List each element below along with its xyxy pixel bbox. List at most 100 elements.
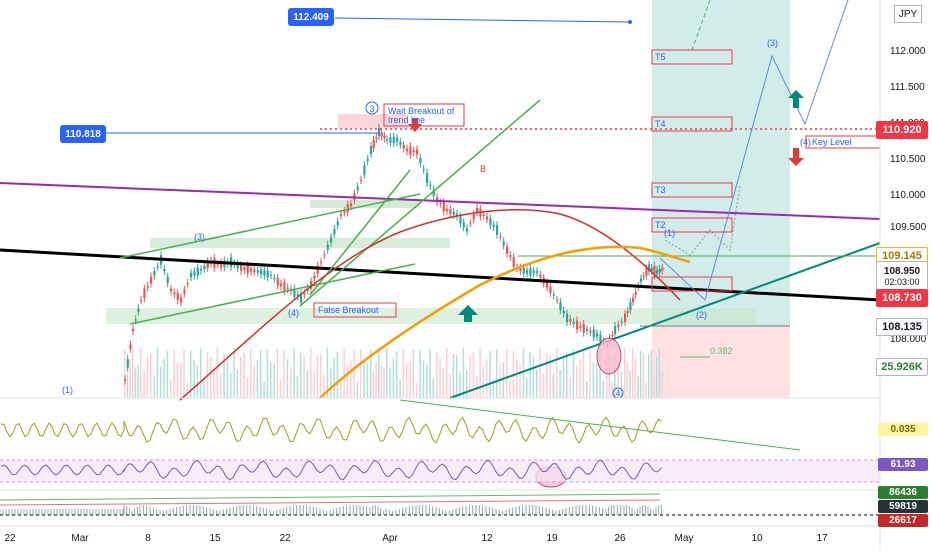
volume-bar: [399, 379, 401, 398]
volume-bar: [653, 377, 655, 398]
volume-bar: [183, 349, 185, 398]
indicator-tag: 61.93: [878, 458, 928, 471]
candle-body: [492, 224, 495, 228]
price-callout-110-text: 110.818: [65, 128, 101, 140]
volume-bar: [562, 356, 565, 398]
oscillator-trendline[interactable]: [399, 399, 801, 451]
price-callout-110[interactable]: 110.818: [60, 125, 106, 143]
price-tag: 108.730: [876, 289, 928, 307]
volume-bar: [432, 378, 435, 398]
volume-bar: [186, 381, 189, 398]
candle-body: [320, 261, 323, 263]
candle-body: [489, 218, 492, 226]
candle-body: [146, 285, 149, 288]
black-trendline[interactable]: [0, 248, 881, 302]
candle-body: [326, 244, 329, 250]
candlesticks[interactable]: [124, 123, 664, 385]
volume-bar: [137, 364, 139, 398]
candle-body: [378, 127, 381, 137]
candle-body: [648, 264, 651, 272]
price-tick: 109.500: [890, 222, 927, 233]
volume-bar: [599, 349, 601, 398]
time-tick: Mar: [71, 533, 89, 544]
volume-bar: [459, 372, 461, 398]
volume-bar: [270, 362, 272, 398]
candle-body: [409, 146, 412, 156]
candle-body: [402, 144, 405, 149]
key-level-label: Key Level: [812, 137, 852, 147]
green-channel-bottom[interactable]: [129, 263, 416, 325]
candle-body: [422, 168, 425, 170]
volume-bar: [256, 359, 259, 398]
volume-bar: [496, 349, 498, 398]
currency-label: JPY: [898, 8, 918, 20]
purple-trendline[interactable]: [0, 182, 881, 220]
volume-bar: [153, 376, 155, 398]
candle-body: [546, 282, 549, 288]
volume-bar: [383, 367, 385, 398]
candle-body: [419, 158, 422, 164]
volume-bar: [479, 348, 481, 398]
candle-body: [323, 254, 326, 256]
wait-breakout-line1: Wait Breakout of: [388, 106, 455, 116]
volume-bar: [640, 350, 642, 398]
candle-body: [556, 299, 559, 301]
candle-body: [129, 344, 132, 349]
candle-body: [206, 261, 209, 268]
callout-line-112: [334, 17, 631, 23]
price-tag: 25.926K: [876, 358, 928, 376]
candle-body: [276, 277, 279, 286]
volume-bar: [572, 348, 575, 398]
indicator-tag: 26617: [878, 514, 928, 527]
candle-body: [661, 267, 664, 271]
candle-body: [532, 270, 535, 274]
volume-bar: [586, 381, 588, 398]
time-axis[interactable]: 22 Mar 8 15 22 Apr 12 19 26 May 10 17: [4, 533, 828, 544]
volume-bar: [150, 352, 152, 398]
volume-bar: [556, 348, 558, 398]
volume-bar: [156, 348, 159, 398]
letter-b: B: [480, 164, 486, 174]
price-tag: 108.950 02:03:00: [876, 261, 928, 291]
volume-bar: [419, 350, 421, 398]
wave-label-2b: (2): [696, 310, 707, 320]
volume-bars: [124, 348, 663, 398]
price-callout-112[interactable]: 112.409: [288, 8, 334, 26]
volume-bar: [363, 361, 365, 398]
candle-body: [250, 268, 253, 272]
time-tick: 26: [614, 533, 626, 544]
candle-body: [333, 228, 336, 235]
candle-body: [552, 294, 555, 296]
teal-trendline[interactable]: [449, 242, 881, 399]
candle-body: [432, 189, 435, 196]
candle-body: [137, 308, 140, 312]
candle-body: [529, 268, 532, 276]
volume-bar: [582, 350, 585, 398]
resistance-zone: [150, 238, 450, 248]
candle-body: [375, 137, 378, 139]
candle-body: [572, 321, 575, 324]
candle-body: [336, 221, 339, 226]
candle-body: [366, 159, 369, 161]
rsi-line: [0, 459, 662, 481]
volume-bar: [624, 348, 626, 398]
volume-bar: [386, 348, 388, 398]
wait-breakout-box: [383, 103, 465, 127]
candle-body: [253, 269, 256, 272]
volume-bar: [166, 350, 169, 398]
green-channel-top[interactable]: [119, 193, 421, 259]
volume-bar: [661, 370, 663, 398]
volume-bar: [276, 349, 279, 398]
volume-bar: [536, 369, 538, 398]
price-tick: 110.500: [890, 154, 926, 165]
currency-button[interactable]: JPY: [894, 5, 922, 23]
volume-bar: [210, 356, 212, 398]
candle-body: [356, 186, 359, 191]
volume-bar: [290, 366, 292, 398]
wait-breakout-line2: trend line: [388, 115, 425, 125]
candle-body: [256, 270, 259, 273]
green-steep-line[interactable]: [299, 99, 541, 307]
volume-bar: [620, 372, 623, 398]
